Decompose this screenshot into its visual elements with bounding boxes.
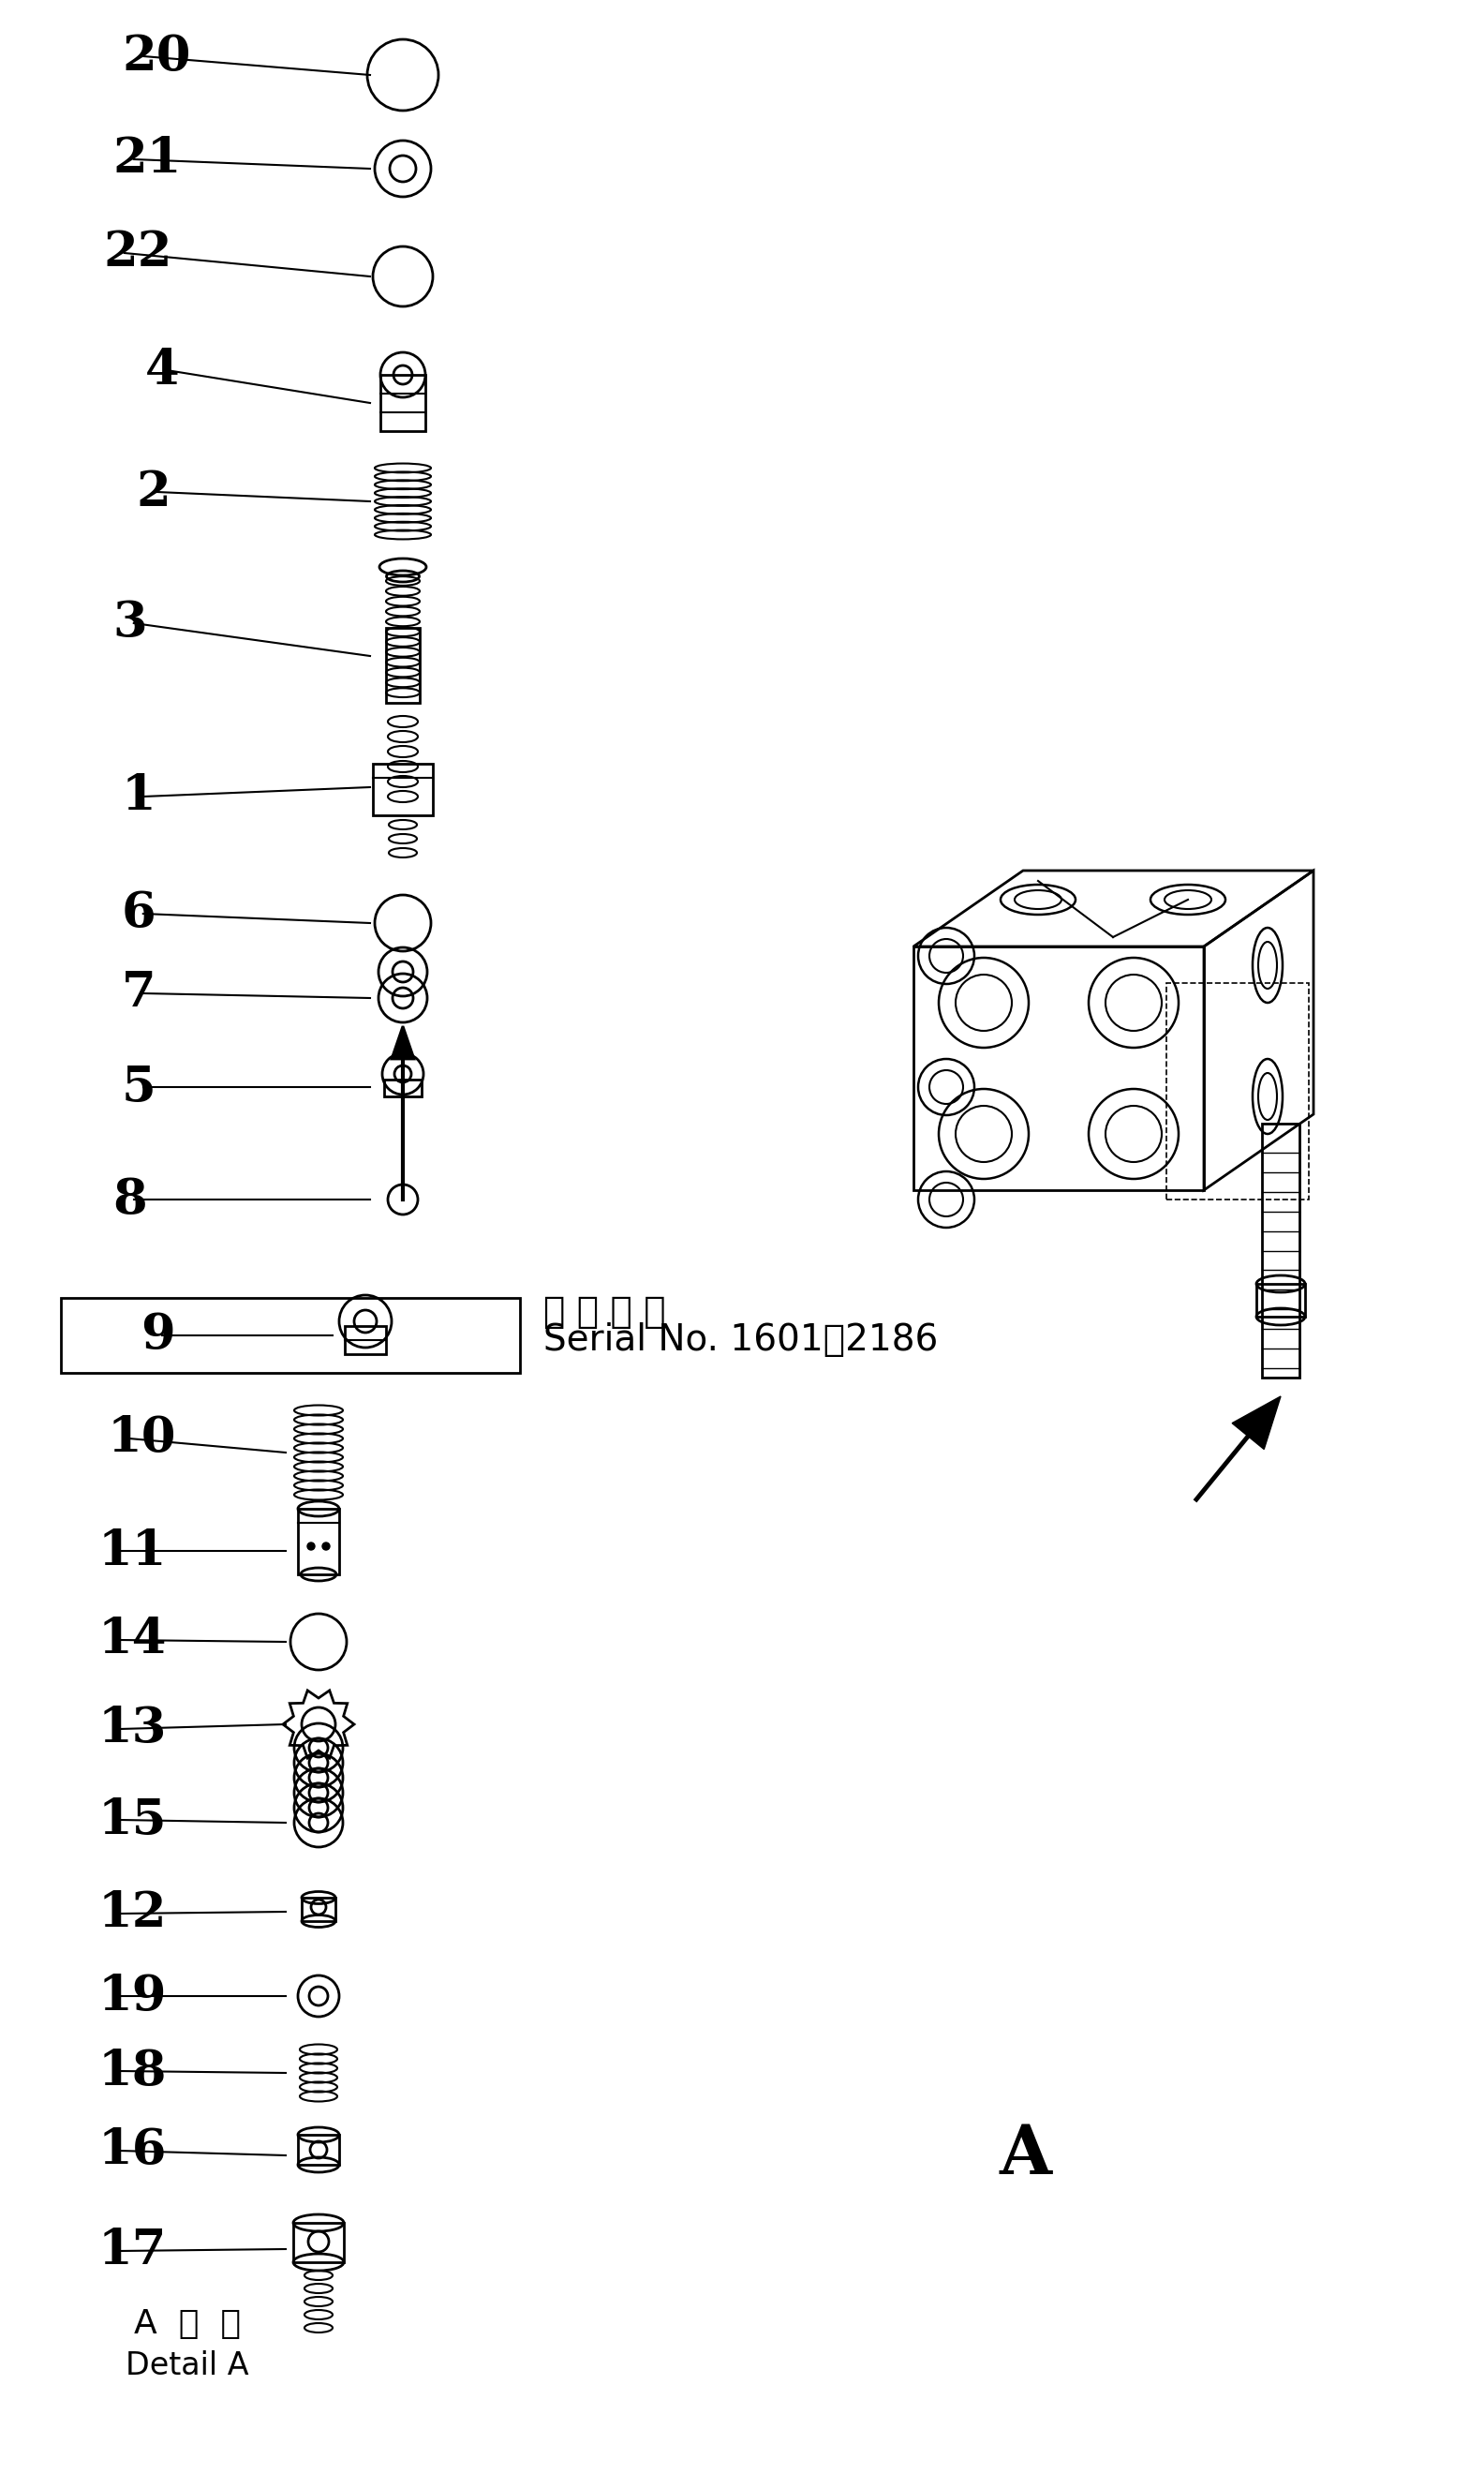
Text: 1: 1: [122, 772, 156, 821]
Bar: [914, 948, 1204, 1190]
Text: 22: 22: [102, 230, 172, 277]
Bar: [372, 764, 433, 816]
Bar: [1257, 1284, 1304, 1316]
Bar: [380, 376, 426, 430]
Text: 10: 10: [108, 1415, 177, 1462]
Polygon shape: [392, 1027, 414, 1059]
Circle shape: [322, 1541, 329, 1551]
Polygon shape: [1232, 1395, 1281, 1450]
Text: 20: 20: [122, 32, 190, 79]
Text: A: A: [1000, 2123, 1052, 2189]
Text: 19: 19: [98, 1972, 168, 2019]
Bar: [294, 2222, 344, 2261]
Text: 5: 5: [122, 1064, 156, 1111]
Text: 14: 14: [98, 1616, 168, 1665]
Bar: [384, 1079, 421, 1096]
Text: Detail A: Detail A: [126, 2350, 249, 2382]
Text: 9: 9: [141, 1311, 175, 1358]
Text: 8: 8: [113, 1175, 147, 1225]
Text: 4: 4: [145, 346, 180, 393]
Bar: [1261, 1123, 1300, 1378]
Circle shape: [307, 1541, 315, 1551]
Text: 2: 2: [137, 468, 171, 517]
Text: Serial No. 1601～2186: Serial No. 1601～2186: [543, 1321, 938, 1358]
Text: 6: 6: [122, 891, 156, 938]
Bar: [298, 2135, 340, 2165]
Text: 3: 3: [113, 599, 147, 648]
Text: 11: 11: [98, 1526, 168, 1576]
Text: 13: 13: [98, 1705, 168, 1754]
Bar: [301, 1898, 335, 1922]
Bar: [1166, 982, 1309, 1200]
Text: 7: 7: [122, 970, 156, 1017]
Bar: [386, 628, 420, 703]
Text: 16: 16: [98, 2128, 168, 2175]
Text: A  詳  細: A 詳 細: [134, 2308, 240, 2340]
Text: 12: 12: [98, 1890, 168, 1937]
Bar: [61, 1299, 519, 1373]
Text: 適 用 号 機: 適 用 号 機: [543, 1294, 666, 1331]
Bar: [344, 1326, 386, 1353]
Text: 17: 17: [98, 2227, 168, 2276]
Text: 21: 21: [113, 136, 181, 183]
Text: 18: 18: [98, 2046, 168, 2095]
Bar: [298, 1509, 340, 1573]
Text: 15: 15: [98, 1796, 168, 1843]
